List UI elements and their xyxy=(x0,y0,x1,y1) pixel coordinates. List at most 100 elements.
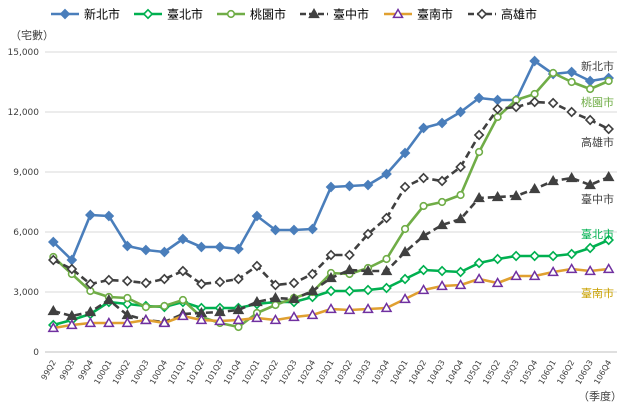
data-point xyxy=(510,101,522,113)
data-point xyxy=(492,94,503,106)
data-point xyxy=(529,250,540,262)
data-point xyxy=(529,55,540,67)
data-point xyxy=(362,179,374,191)
data-point xyxy=(362,228,374,240)
data-point xyxy=(84,316,97,328)
data-point xyxy=(214,241,226,253)
data-point xyxy=(196,241,207,253)
data-point xyxy=(343,303,356,315)
data-point xyxy=(103,210,115,222)
data-point xyxy=(362,264,374,276)
data-point xyxy=(251,295,263,307)
data-point xyxy=(47,236,59,248)
data-point xyxy=(417,229,430,241)
data-point xyxy=(547,250,559,262)
data-point xyxy=(343,263,356,275)
data-point xyxy=(455,106,466,118)
legend-label: 臺南市 xyxy=(417,7,453,22)
data-point xyxy=(251,260,263,272)
series-6 xyxy=(47,96,615,291)
data-point xyxy=(47,321,60,333)
data-point xyxy=(436,175,448,187)
legend-marker xyxy=(59,8,71,20)
legend-label: 桃園市 xyxy=(250,7,286,22)
y-tick-label: 9,000 xyxy=(13,168,39,178)
y-axis-label: （宅數） xyxy=(10,28,54,42)
data-point xyxy=(234,322,243,332)
data-point xyxy=(123,293,132,303)
data-point xyxy=(419,201,428,211)
data-point xyxy=(288,277,300,289)
data-point xyxy=(325,285,337,297)
data-point xyxy=(288,224,300,236)
data-point xyxy=(418,122,429,134)
data-point xyxy=(584,242,596,254)
y-tick-label: 3,000 xyxy=(13,288,39,298)
data-point xyxy=(177,309,189,321)
x-axis-label: （季度） xyxy=(578,389,622,403)
data-point xyxy=(344,285,355,297)
y-axis-ticks: 0 3,000 6,000 9,000 12,000 15,000 xyxy=(8,48,40,358)
data-point xyxy=(84,305,97,317)
data-point xyxy=(418,172,429,184)
data-point xyxy=(306,284,319,296)
data-point xyxy=(566,248,577,260)
y-tick-label: 0 xyxy=(33,348,39,358)
legend-marker xyxy=(392,7,404,19)
legend-marker xyxy=(226,9,236,19)
data-point xyxy=(547,174,559,186)
legend: 新北市 臺北市 桃園市 臺中市 臺南市 高雄市 xyxy=(51,7,537,22)
data-point xyxy=(400,224,410,234)
data-point xyxy=(103,293,115,305)
data-point xyxy=(195,313,208,325)
data-point xyxy=(177,265,189,277)
data-point xyxy=(362,284,374,296)
series-end-label: 臺北市 xyxy=(581,227,614,241)
y-tick-label: 15,000 xyxy=(8,48,40,58)
series-end-label: 桃園市 xyxy=(581,95,614,109)
data-point xyxy=(103,274,115,286)
data-point xyxy=(454,278,467,290)
data-point xyxy=(177,233,189,245)
data-point xyxy=(455,266,466,278)
legend-marker xyxy=(476,8,488,20)
y-tick-label: 12,000 xyxy=(8,108,40,118)
data-point xyxy=(47,254,59,266)
series-group xyxy=(47,55,615,333)
series-4 xyxy=(47,170,615,327)
data-point xyxy=(140,313,152,325)
data-point xyxy=(584,178,596,190)
data-point xyxy=(269,313,282,325)
x-tick-label: 99Q4 xyxy=(77,359,96,382)
data-point xyxy=(270,224,281,236)
data-point xyxy=(270,279,281,291)
legend-label: 新北市 xyxy=(84,7,120,22)
data-point xyxy=(159,273,170,285)
data-point xyxy=(473,92,485,104)
series-end-label: 臺南市 xyxy=(581,286,614,300)
legend-item: 臺中市 xyxy=(300,7,369,22)
data-point xyxy=(604,76,613,86)
data-point xyxy=(380,264,393,276)
data-point xyxy=(344,249,355,261)
legend-label: 臺中市 xyxy=(333,7,369,22)
data-point xyxy=(510,250,522,262)
y-tick-label: 6,000 xyxy=(13,228,39,238)
data-point xyxy=(122,298,133,310)
data-point xyxy=(455,161,466,173)
data-point xyxy=(269,291,282,303)
series-line xyxy=(52,59,609,262)
series-end-label: 臺中市 xyxy=(581,192,614,206)
x-tick-label: 99Q3 xyxy=(58,359,77,382)
data-point xyxy=(528,182,541,194)
data-point xyxy=(586,84,595,94)
legend-item: 臺南市 xyxy=(384,7,453,22)
data-point xyxy=(473,272,485,284)
data-point xyxy=(307,268,318,280)
data-point xyxy=(417,283,430,295)
data-point xyxy=(288,310,300,322)
data-point xyxy=(492,253,503,265)
data-point xyxy=(325,249,337,261)
grid-lines xyxy=(45,51,617,353)
